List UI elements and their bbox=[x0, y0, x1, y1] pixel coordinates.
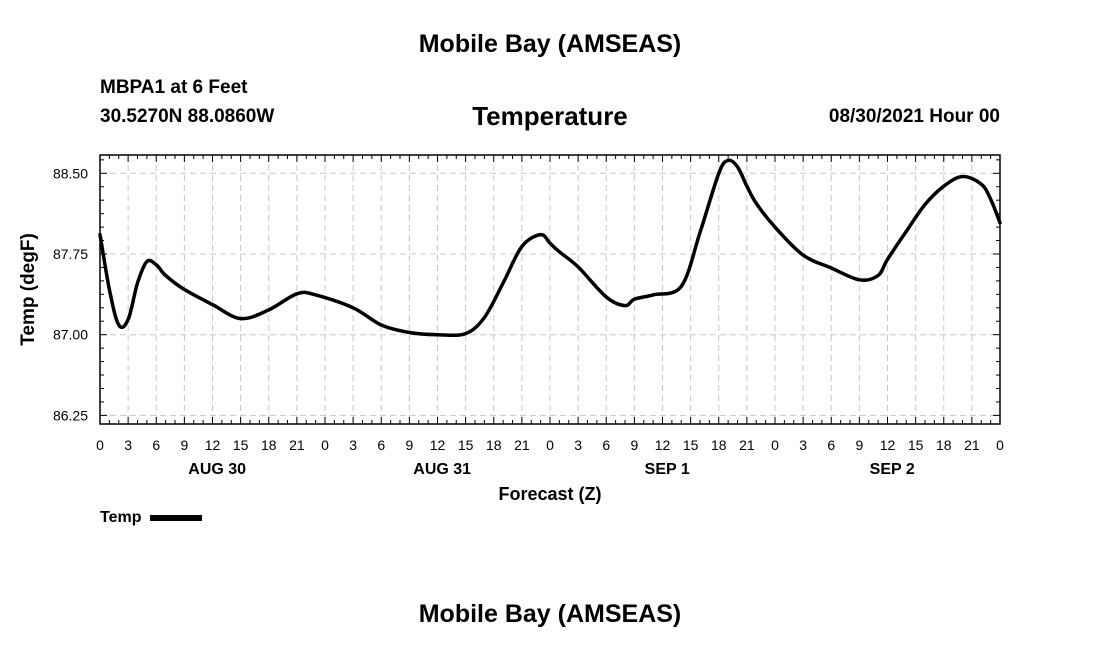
x-tick-label: 9 bbox=[630, 437, 638, 453]
x-tick-label: 18 bbox=[936, 437, 952, 453]
x-tick-label: 6 bbox=[152, 437, 160, 453]
x-tick-label: 15 bbox=[908, 437, 924, 453]
x-tick-label: 12 bbox=[880, 437, 896, 453]
x-tick-label: 0 bbox=[546, 437, 554, 453]
x-tick-label: 0 bbox=[321, 437, 329, 453]
x-tick-label: 15 bbox=[233, 437, 249, 453]
y-tick-label: 87.00 bbox=[53, 327, 88, 343]
x-tick-label: 6 bbox=[602, 437, 610, 453]
chart-title-top: Mobile Bay (AMSEAS) bbox=[418, 30, 682, 58]
y-tick-label: 87.75 bbox=[53, 246, 88, 262]
station-label: MBPA1 at 6 Feet bbox=[100, 77, 248, 98]
x-tick-label: 3 bbox=[349, 437, 357, 453]
x-tick-label: 15 bbox=[683, 437, 699, 453]
chart-title-bottom: Mobile Bay (AMSEAS) bbox=[418, 600, 682, 628]
x-tick-label: 21 bbox=[514, 437, 530, 453]
x-tick-label: 9 bbox=[405, 437, 413, 453]
variable-title: Temperature bbox=[472, 101, 628, 131]
y-axis-label: Temp (degF) bbox=[18, 233, 39, 346]
x-tick-label: 0 bbox=[771, 437, 779, 453]
x-axis-label: Forecast (Z) bbox=[498, 484, 601, 504]
series-line-temp bbox=[98, 158, 1002, 338]
legend: Temp bbox=[100, 509, 203, 527]
x-tick-label: 6 bbox=[377, 437, 385, 453]
day-label: AUG 30 bbox=[188, 461, 246, 478]
x-tick-label: 12 bbox=[205, 437, 221, 453]
x-tick-label: 18 bbox=[261, 437, 277, 453]
coordinates-label: 30.5270N 88.0860W bbox=[100, 106, 275, 127]
y-tick-label: 88.50 bbox=[53, 165, 88, 181]
x-tick-label: 9 bbox=[180, 437, 188, 453]
x-tick-label: 3 bbox=[124, 437, 132, 453]
x-tick-label: 12 bbox=[430, 437, 446, 453]
x-tick-label: 21 bbox=[289, 437, 305, 453]
x-tick-label: 0 bbox=[96, 437, 104, 453]
run-time-label: 08/30/2021 Hour 00 bbox=[828, 106, 1000, 127]
day-label: AUG 31 bbox=[413, 461, 471, 478]
day-label: SEP 1 bbox=[645, 461, 690, 478]
x-tick-label: 3 bbox=[799, 437, 807, 453]
x-tick-label: 18 bbox=[486, 437, 502, 453]
x-tick-label: 0 bbox=[996, 437, 1004, 453]
y-tick-label: 86.25 bbox=[53, 407, 88, 423]
x-tick-label: 9 bbox=[855, 437, 863, 453]
x-tick-label: 21 bbox=[739, 437, 755, 453]
x-tick-label: 6 bbox=[827, 437, 835, 453]
x-tick-label: 21 bbox=[964, 437, 980, 453]
x-tick-label: 18 bbox=[711, 437, 727, 453]
day-label: SEP 2 bbox=[870, 461, 915, 478]
x-tick-label: 15 bbox=[458, 437, 474, 453]
x-tick-label: 12 bbox=[655, 437, 671, 453]
legend-swatch bbox=[150, 515, 203, 521]
legend-label: Temp bbox=[100, 509, 142, 526]
x-tick-label: 3 bbox=[574, 437, 582, 453]
